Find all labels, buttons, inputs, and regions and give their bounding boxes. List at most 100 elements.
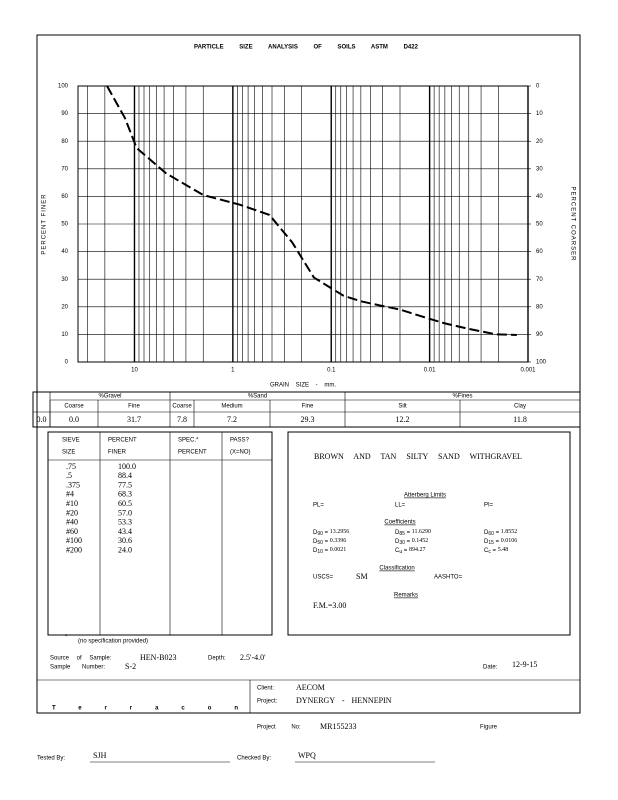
section-title: Remarks bbox=[394, 593, 418, 599]
gradation-value: 11.8 bbox=[513, 415, 527, 424]
sieve-header: SIZE bbox=[62, 450, 75, 456]
coef-eq: = bbox=[405, 530, 412, 536]
label: LL= bbox=[395, 503, 406, 509]
label: Tested By: bbox=[37, 756, 65, 762]
sieve-header: (X=NO) bbox=[230, 450, 251, 456]
group-header: %Gravel bbox=[98, 394, 121, 400]
label: USCS= bbox=[313, 575, 334, 581]
gradation-value: 0.0 bbox=[69, 415, 79, 424]
y2-axis-label: PERCENT COARSER bbox=[569, 187, 575, 262]
section-title: Atterberg Limits bbox=[404, 493, 446, 499]
group-header: %Fines bbox=[452, 394, 472, 400]
coef-subscript: u bbox=[399, 549, 402, 555]
gradation-value: 31.7 bbox=[127, 415, 141, 424]
sieve-cell: 88.4 bbox=[118, 471, 132, 480]
coef-eq: = bbox=[323, 539, 330, 545]
coef-eq: = bbox=[323, 530, 330, 536]
coef-symbol: D bbox=[313, 548, 318, 554]
label: Depth: bbox=[208, 656, 226, 662]
gradation-value: 7.2 bbox=[227, 415, 237, 424]
label: Source of Sample: bbox=[50, 656, 112, 662]
coef-subscript: c bbox=[488, 549, 491, 555]
sieve-cell: 43.4 bbox=[118, 527, 132, 536]
value: DYNERGY - HENNEPIN bbox=[296, 696, 392, 705]
results-frame bbox=[287, 431, 571, 636]
coef-value: 0.3396 bbox=[330, 538, 347, 544]
label: Checked By: bbox=[237, 756, 271, 762]
coef-value: 0.0106 bbox=[501, 538, 518, 544]
sieve-header: PERCENT bbox=[178, 450, 207, 456]
coef-subscript: 85 bbox=[399, 531, 405, 537]
subheader: Fine bbox=[128, 404, 140, 410]
y-tick-label: 100 bbox=[58, 84, 69, 90]
y-tick-label: 90 bbox=[61, 111, 68, 117]
coefficient: D85 = 11.6290 bbox=[395, 529, 431, 537]
footnote: (no specification provided) bbox=[78, 639, 148, 645]
x-tick-label: 0.001 bbox=[520, 368, 536, 374]
sieve-header: SIEVE bbox=[62, 438, 80, 444]
gradation-value: 29.3 bbox=[301, 415, 315, 424]
value: 12-9-15 bbox=[512, 660, 537, 669]
subheader: Medium bbox=[221, 404, 242, 410]
sieve-cell: .375 bbox=[66, 480, 80, 489]
subheader: Coarse bbox=[172, 404, 192, 410]
sieve-cell: #200 bbox=[66, 546, 82, 555]
y2-tick-label: 80 bbox=[536, 304, 543, 310]
coef-value: 894.27 bbox=[409, 547, 426, 553]
subheader: Coarse bbox=[64, 404, 84, 410]
subheader: Fine bbox=[302, 404, 314, 410]
y-axis-label: PERCENT FINER bbox=[42, 193, 48, 254]
label: Client: bbox=[257, 686, 274, 692]
sieve-cell: 24.0 bbox=[118, 546, 132, 555]
coef-subscript: 15 bbox=[488, 540, 494, 546]
sieve-cell: .5 bbox=[66, 471, 72, 480]
sieve-header: FINER bbox=[108, 450, 127, 456]
logo: Terracon bbox=[52, 706, 238, 712]
y-tick-label: 70 bbox=[61, 166, 68, 172]
label: Project: bbox=[257, 699, 278, 705]
sieve-cell: 68.3 bbox=[118, 490, 132, 499]
x-tick-label: 1 bbox=[231, 368, 235, 374]
coef-symbol: D bbox=[313, 530, 318, 536]
sieve-cell: 57.0 bbox=[118, 508, 132, 517]
value: SJH bbox=[93, 751, 107, 760]
sieve-cell: #4 bbox=[66, 490, 74, 499]
y-tick-label: 0 bbox=[65, 360, 69, 366]
coefficient: D90 = 13.2956 bbox=[313, 529, 349, 537]
y2-tick-label: 100 bbox=[536, 360, 547, 366]
coef-value: 11.6290 bbox=[412, 529, 431, 535]
coef-value: 0.0021 bbox=[330, 547, 347, 553]
sieve-cell: #20 bbox=[66, 508, 78, 517]
coef-value: 1.8552 bbox=[501, 529, 518, 535]
value: HEN-B023 bbox=[140, 653, 176, 662]
coef-symbol: D bbox=[484, 539, 489, 545]
y2-tick-label: 10 bbox=[536, 111, 543, 117]
sieve-cell: #10 bbox=[66, 499, 78, 508]
remarks: F.M.=3.00 bbox=[313, 601, 346, 610]
section-title: Coefficients bbox=[384, 520, 415, 526]
x-tick-label: 10 bbox=[131, 368, 138, 374]
y-tick-label: 40 bbox=[61, 249, 68, 255]
coef-value: 13.2956 bbox=[330, 529, 350, 535]
coef-eq: = bbox=[323, 548, 330, 554]
value: 2.5'-4.0' bbox=[240, 653, 266, 662]
gradation-value: 7.8 bbox=[177, 415, 187, 424]
value: SM bbox=[356, 572, 368, 581]
x-tick-label: 0.01 bbox=[424, 368, 436, 374]
sieve-header: PERCENT bbox=[108, 438, 137, 444]
coef-symbol: D bbox=[395, 539, 400, 545]
description: BROWN AND TAN SILTY SAND WITHGRAVEL bbox=[314, 452, 522, 461]
coef-symbol: D bbox=[395, 530, 400, 536]
coefficient: Cu = 894.27 bbox=[395, 547, 425, 555]
coefficient: D50 = 0.3396 bbox=[313, 538, 346, 546]
coef-symbol: C bbox=[484, 548, 489, 554]
y-tick-label: 50 bbox=[61, 222, 68, 228]
coef-symbol: D bbox=[313, 539, 318, 545]
y2-tick-label: 90 bbox=[536, 332, 543, 338]
coef-eq: = bbox=[402, 548, 409, 554]
gradation-value: 0.0 bbox=[37, 415, 47, 424]
gradation-frame bbox=[32, 391, 581, 428]
label: Figure bbox=[480, 725, 498, 731]
subheader: Clay bbox=[514, 404, 526, 410]
